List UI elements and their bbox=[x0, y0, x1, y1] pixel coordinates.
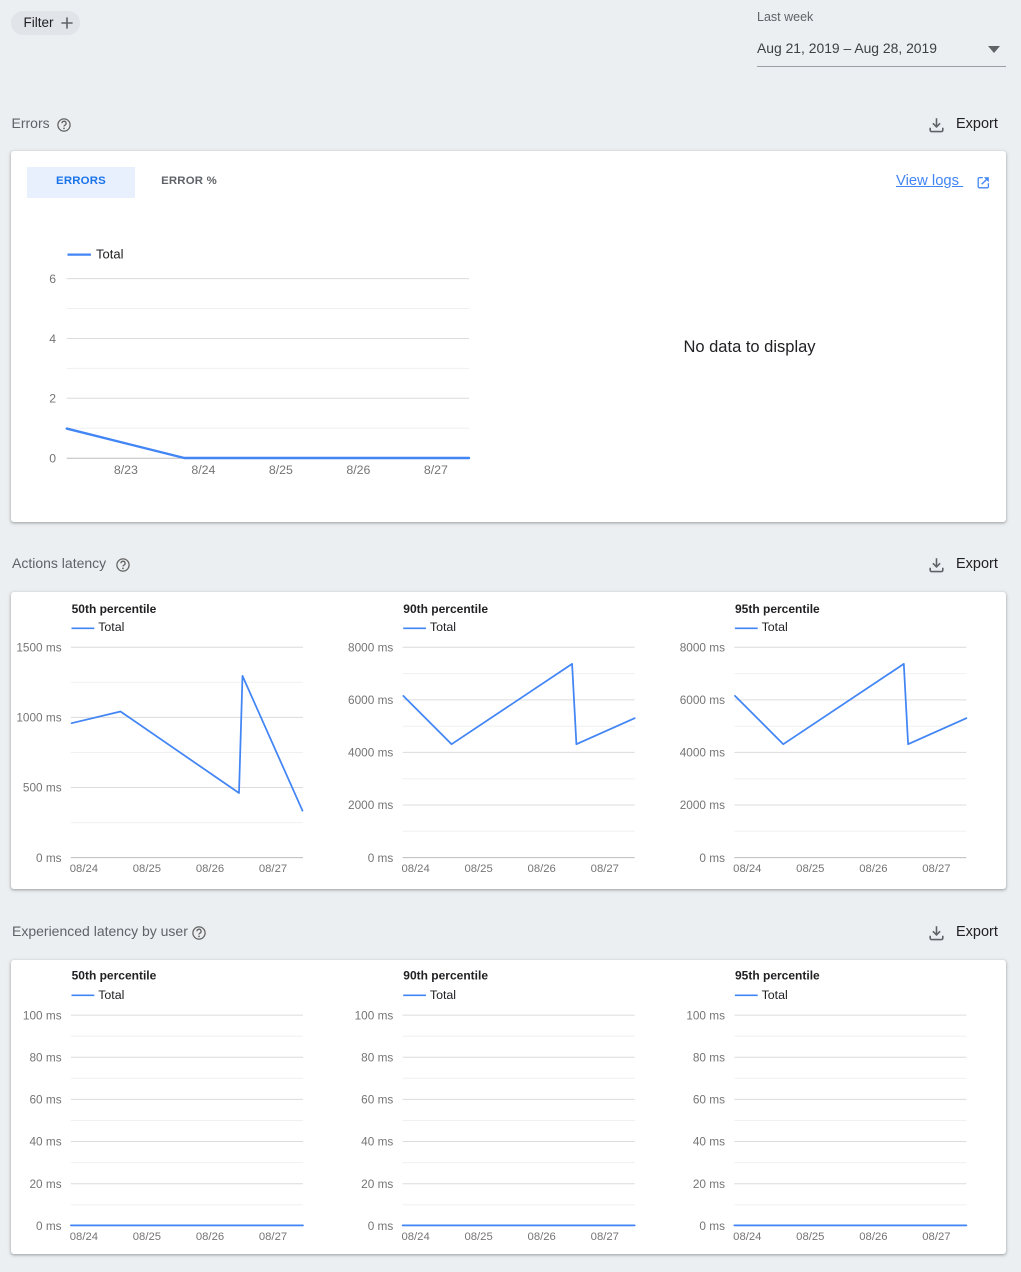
svg-text:2000 ms: 2000 ms bbox=[348, 798, 393, 812]
svg-text:80 ms: 80 ms bbox=[29, 1051, 61, 1065]
svg-text:0 ms: 0 ms bbox=[36, 851, 62, 865]
svg-text:40 ms: 40 ms bbox=[29, 1135, 61, 1149]
svg-text:08/27: 08/27 bbox=[259, 1231, 287, 1243]
svg-text:60 ms: 60 ms bbox=[361, 1093, 393, 1107]
svg-text:0 ms: 0 ms bbox=[699, 1219, 725, 1233]
svg-text:08/25: 08/25 bbox=[796, 863, 824, 875]
svg-text:1500 ms: 1500 ms bbox=[16, 641, 61, 655]
svg-text:40 ms: 40 ms bbox=[361, 1135, 393, 1149]
svg-text:8/26: 8/26 bbox=[346, 462, 370, 476]
svg-text:08/26: 08/26 bbox=[196, 1231, 224, 1243]
svg-text:08/25: 08/25 bbox=[133, 863, 161, 875]
svg-text:Total: Total bbox=[430, 620, 456, 634]
svg-text:Total: Total bbox=[98, 988, 124, 1002]
svg-text:8/23: 8/23 bbox=[114, 462, 138, 476]
svg-text:4000 ms: 4000 ms bbox=[348, 746, 393, 760]
svg-text:2: 2 bbox=[49, 391, 56, 405]
svg-text:40 ms: 40 ms bbox=[693, 1135, 725, 1149]
svg-text:6000 ms: 6000 ms bbox=[348, 693, 393, 707]
svg-text:100 ms: 100 ms bbox=[23, 1008, 62, 1022]
svg-text:08/25: 08/25 bbox=[464, 1231, 492, 1243]
svg-text:08/24: 08/24 bbox=[733, 863, 761, 875]
svg-text:0 ms: 0 ms bbox=[368, 1219, 394, 1233]
svg-text:500 ms: 500 ms bbox=[23, 781, 62, 795]
svg-text:90th percentile: 90th percentile bbox=[403, 968, 488, 982]
svg-text:0 ms: 0 ms bbox=[368, 851, 394, 865]
svg-text:60 ms: 60 ms bbox=[693, 1093, 725, 1107]
svg-text:4: 4 bbox=[49, 331, 56, 345]
svg-text:Total: Total bbox=[430, 988, 456, 1002]
svg-text:4000 ms: 4000 ms bbox=[680, 746, 725, 760]
svg-text:1000 ms: 1000 ms bbox=[16, 711, 61, 725]
svg-text:08/24: 08/24 bbox=[70, 863, 98, 875]
svg-text:95th percentile: 95th percentile bbox=[735, 968, 820, 982]
svg-text:Total: Total bbox=[762, 620, 788, 634]
svg-text:08/25: 08/25 bbox=[464, 863, 492, 875]
svg-text:80 ms: 80 ms bbox=[693, 1051, 725, 1065]
svg-text:20 ms: 20 ms bbox=[693, 1177, 725, 1191]
svg-text:08/25: 08/25 bbox=[796, 1231, 824, 1243]
svg-text:08/26: 08/26 bbox=[859, 863, 887, 875]
svg-text:08/26: 08/26 bbox=[528, 863, 556, 875]
svg-text:08/26: 08/26 bbox=[859, 1231, 887, 1243]
svg-text:0: 0 bbox=[49, 451, 56, 465]
svg-text:08/27: 08/27 bbox=[591, 863, 619, 875]
svg-text:6: 6 bbox=[49, 271, 56, 285]
svg-text:08/27: 08/27 bbox=[922, 863, 950, 875]
svg-text:Total: Total bbox=[98, 620, 124, 634]
svg-text:Total: Total bbox=[96, 246, 124, 261]
svg-text:90th percentile: 90th percentile bbox=[403, 602, 488, 616]
svg-text:Total: Total bbox=[762, 988, 788, 1002]
svg-text:50th percentile: 50th percentile bbox=[72, 968, 157, 982]
svg-text:08/24: 08/24 bbox=[733, 1231, 761, 1243]
svg-text:08/27: 08/27 bbox=[591, 1231, 619, 1243]
svg-text:08/24: 08/24 bbox=[401, 1231, 429, 1243]
svg-text:6000 ms: 6000 ms bbox=[680, 693, 725, 707]
svg-text:60 ms: 60 ms bbox=[29, 1093, 61, 1107]
svg-text:50th percentile: 50th percentile bbox=[72, 602, 157, 616]
svg-text:08/24: 08/24 bbox=[70, 1231, 98, 1243]
svg-text:8000 ms: 8000 ms bbox=[348, 641, 393, 655]
svg-text:95th percentile: 95th percentile bbox=[735, 602, 820, 616]
svg-text:0 ms: 0 ms bbox=[699, 851, 725, 865]
svg-text:100 ms: 100 ms bbox=[355, 1008, 394, 1022]
svg-text:80 ms: 80 ms bbox=[361, 1051, 393, 1065]
svg-text:0 ms: 0 ms bbox=[36, 1219, 62, 1233]
svg-text:8000 ms: 8000 ms bbox=[680, 641, 725, 655]
svg-text:08/26: 08/26 bbox=[196, 863, 224, 875]
svg-text:08/24: 08/24 bbox=[401, 863, 429, 875]
svg-text:20 ms: 20 ms bbox=[361, 1177, 393, 1191]
svg-text:8/24: 8/24 bbox=[191, 462, 215, 476]
svg-text:08/27: 08/27 bbox=[922, 1231, 950, 1243]
svg-text:8/25: 8/25 bbox=[269, 462, 293, 476]
svg-text:2000 ms: 2000 ms bbox=[680, 798, 725, 812]
svg-text:08/27: 08/27 bbox=[259, 863, 287, 875]
svg-text:100 ms: 100 ms bbox=[686, 1008, 725, 1022]
svg-text:08/25: 08/25 bbox=[133, 1231, 161, 1243]
svg-text:8/27: 8/27 bbox=[424, 462, 448, 476]
svg-text:20 ms: 20 ms bbox=[29, 1177, 61, 1191]
svg-text:08/26: 08/26 bbox=[528, 1231, 556, 1243]
